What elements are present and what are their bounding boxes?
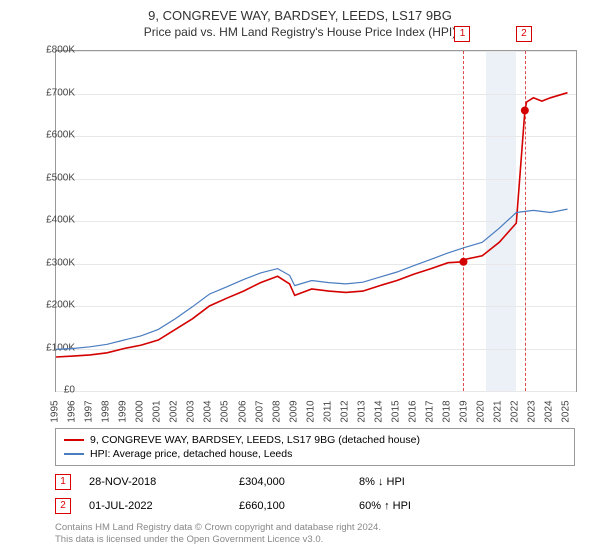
plot-area: [55, 50, 577, 392]
x-axis-label: 2014: [373, 397, 384, 427]
x-axis-label: 2009: [288, 397, 299, 427]
x-axis-label: 2002: [169, 397, 180, 427]
x-axis-label: 2023: [527, 397, 538, 427]
footnote: Contains HM Land Registry data © Crown c…: [55, 522, 381, 547]
chart-title: 9, CONGREVE WAY, BARDSEY, LEEDS, LS17 9B…: [0, 0, 600, 23]
transaction-row: 2 01-JUL-2022£660,10060% ↑ HPI: [55, 494, 575, 518]
x-axis-label: 2000: [135, 397, 146, 427]
x-axis-label: 1997: [84, 397, 95, 427]
marker-badge: 2: [516, 26, 532, 42]
x-axis-label: 2005: [220, 397, 231, 427]
x-axis-label: 2019: [459, 397, 470, 427]
x-axis-label: 2016: [408, 397, 419, 427]
transaction-date: 28-NOV-2018: [89, 476, 239, 488]
x-axis-label: 2001: [152, 397, 163, 427]
chart-container: 9, CONGREVE WAY, BARDSEY, LEEDS, LS17 9B…: [0, 0, 600, 560]
x-axis-label: 2017: [425, 397, 436, 427]
transactions-table: 1 28-NOV-2018£304,0008% ↓ HPI 2 01-JUL-2022…: [55, 470, 575, 518]
legend-item: 9, CONGREVE WAY, BARDSEY, LEEDS, LS17 9B…: [64, 433, 566, 447]
transaction-badge: 1: [55, 474, 71, 490]
x-axis-label: 2004: [203, 397, 214, 427]
x-axis-label: 1998: [101, 397, 112, 427]
x-axis-label: 2015: [390, 397, 401, 427]
transaction-price: £304,000: [239, 476, 359, 488]
legend: 9, CONGREVE WAY, BARDSEY, LEEDS, LS17 9B…: [55, 428, 575, 466]
legend-item: HPI: Average price, detached house, Leed…: [64, 447, 566, 461]
chart-subtitle: Price paid vs. HM Land Registry's House …: [0, 23, 600, 39]
x-axis-label: 1995: [50, 397, 61, 427]
transaction-pct: 60% ↑ HPI: [359, 500, 479, 512]
footnote-line: Contains HM Land Registry data © Crown c…: [55, 522, 381, 534]
x-axis-label: 1999: [118, 397, 129, 427]
x-axis-label: 2021: [493, 397, 504, 427]
x-axis-label: 2013: [356, 397, 367, 427]
x-axis-label: 2011: [322, 397, 333, 427]
x-axis-label: 2006: [237, 397, 248, 427]
x-axis-label: 2008: [271, 397, 282, 427]
x-axis-label: 2012: [339, 397, 350, 427]
x-axis-label: 2003: [186, 397, 197, 427]
x-axis-label: 2022: [510, 397, 521, 427]
transaction-pct: 8% ↓ HPI: [359, 476, 479, 488]
x-axis-label: 2020: [476, 397, 487, 427]
line-svg: [56, 51, 576, 391]
x-axis-label: 2025: [561, 397, 572, 427]
transaction-badge: 2: [55, 498, 71, 514]
x-axis-label: 1996: [67, 397, 78, 427]
transaction-row: 1 28-NOV-2018£304,0008% ↓ HPI: [55, 470, 575, 494]
marker-badge: 1: [454, 26, 470, 42]
x-axis-label: 2024: [544, 397, 555, 427]
transaction-price: £660,100: [239, 500, 359, 512]
transaction-date: 01-JUL-2022: [89, 500, 239, 512]
footnote-line: This data is licensed under the Open Gov…: [55, 534, 381, 546]
x-axis-label: 2007: [254, 397, 265, 427]
x-axis-label: 2010: [305, 397, 316, 427]
x-axis-label: 2018: [442, 397, 453, 427]
